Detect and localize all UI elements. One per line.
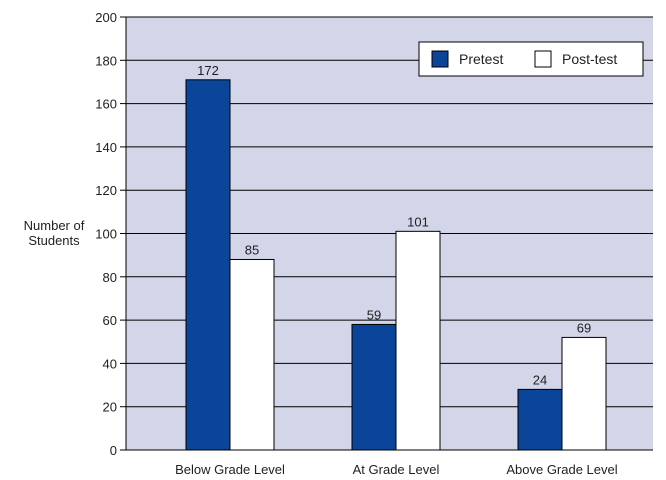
legend: Pretest Post-test (419, 42, 643, 76)
y-tick-label: 140 (95, 140, 117, 155)
bar-pretest-1 (352, 324, 396, 450)
y-tick-label: 200 (95, 10, 117, 25)
bar-posttest-1 (396, 231, 440, 450)
legend-swatch-pretest (432, 51, 448, 67)
y-axis-label: Number of Students (4, 218, 104, 248)
data-label-pretest-0: 172 (197, 63, 219, 78)
y-tick-label: 40 (103, 356, 117, 371)
legend-label-pretest: Pretest (459, 51, 503, 67)
y-tick-label: 80 (103, 270, 117, 285)
bar-pretest-0 (186, 80, 230, 450)
y-axis-label-line2: Students (4, 233, 104, 248)
data-label-posttest-2: 69 (577, 320, 591, 335)
y-tick-label: 120 (95, 183, 117, 198)
y-axis-label-line1: Number of (4, 218, 104, 233)
y-tick-label: 20 (103, 400, 117, 415)
y-tick-label: 180 (95, 53, 117, 68)
y-tick-label: 0 (110, 443, 117, 458)
x-tick-label: At Grade Level (353, 462, 440, 477)
data-label-pretest-2: 24 (533, 372, 547, 387)
legend-swatch-posttest (535, 51, 551, 67)
data-label-posttest-0: 85 (245, 242, 259, 257)
x-tick-label: Below Grade Level (175, 462, 285, 477)
data-label-pretest-1: 59 (367, 307, 381, 322)
y-tick-label: 160 (95, 97, 117, 112)
data-label-posttest-1: 101 (407, 214, 429, 229)
bar-posttest-2 (562, 337, 606, 450)
y-tick-label: 60 (103, 313, 117, 328)
legend-label-posttest: Post-test (562, 51, 617, 67)
bar-posttest-0 (230, 259, 274, 450)
bar-pretest-2 (518, 389, 562, 450)
x-tick-label: Above Grade Level (506, 462, 617, 477)
